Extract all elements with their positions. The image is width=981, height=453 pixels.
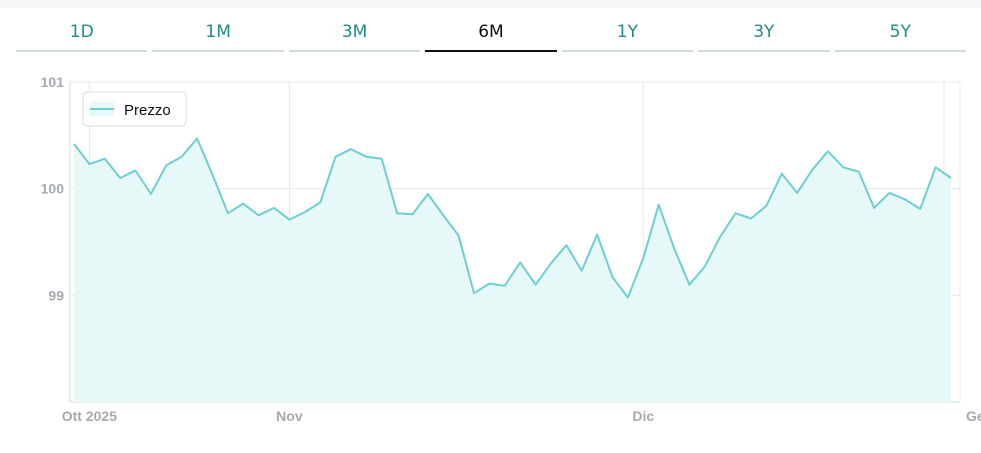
x-tick-label: Ott 2025 <box>62 408 117 424</box>
tab-6m[interactable]: 6M <box>425 20 557 54</box>
timeframe-tabs: 1D 1M 3M 6M 1Y 3Y 5Y <box>16 20 966 54</box>
series-line-prezzo <box>73 137 952 299</box>
tab-3y[interactable]: 3Y <box>698 20 830 54</box>
x-tick-label: Gen 2026 <box>966 408 981 424</box>
legend-label: Prezzo <box>124 102 171 119</box>
y-tick-label: 99 <box>48 287 64 303</box>
tab-underline <box>288 50 421 52</box>
y-tick-label: 101 <box>41 74 65 90</box>
tab-underline <box>152 50 284 52</box>
tab-underline <box>834 50 966 52</box>
x-tick-label: Nov <box>276 408 303 424</box>
tab-1m[interactable]: 1M <box>152 20 284 54</box>
tab-5y[interactable]: 5Y <box>834 20 966 54</box>
tab-3m[interactable]: 3M <box>288 20 421 54</box>
legend-box <box>82 91 187 127</box>
tab-underline <box>16 50 148 52</box>
series-area-prezzo <box>74 138 951 402</box>
tab-1y[interactable]: 1Y <box>561 20 694 54</box>
x-tick-label: Dic <box>632 408 654 424</box>
chart-area-layer <box>73 137 952 402</box>
chart-legend: Prezzo <box>82 91 187 127</box>
y-tick-label: 100 <box>41 181 65 197</box>
tab-underline <box>425 50 557 52</box>
tab-1d[interactable]: 1D <box>16 20 148 54</box>
chart-tick-labels: 101 100 99 Ott 2025 Nov Dic Gen 2026 <box>41 74 981 424</box>
tab-underline <box>561 50 694 52</box>
tab-underline <box>698 50 830 52</box>
